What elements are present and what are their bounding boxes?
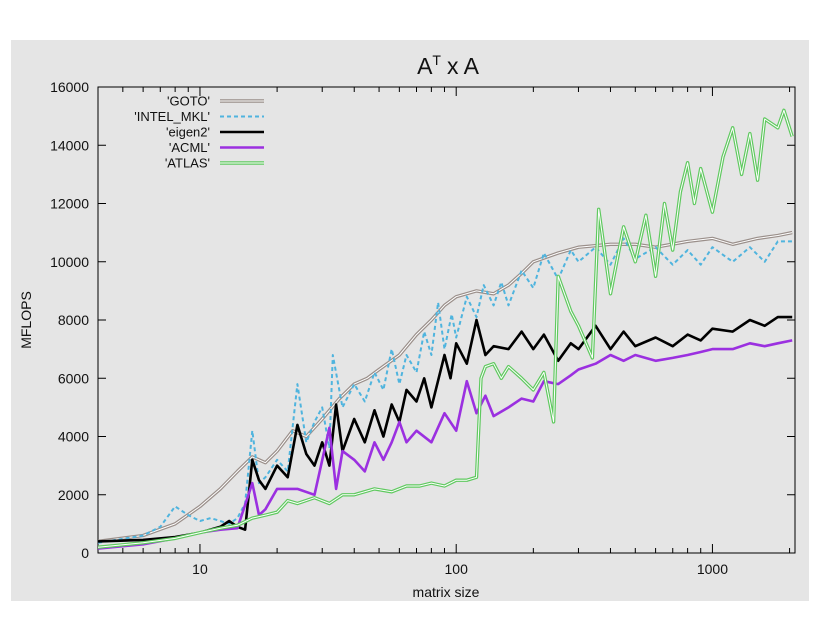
x-axis: 10 100 1000 [97,87,791,577]
legend-label: 'INTEL_MKL' [134,109,210,124]
legend-item-atlas: 'ATLAS' [165,156,264,171]
y-tick-label: 6000 [58,370,89,386]
x-axis-label: matrix size [413,584,480,600]
legend-item-intel-mkl: 'INTEL_MKL' [134,109,264,124]
x-tick-label: 1000 [697,561,728,577]
series-line-intel-mkl [98,237,793,544]
y-tick-label: 16000 [50,79,89,95]
series-acml [98,339,793,550]
legend: 'GOTO''INTEL_MKL''eigen2''ACML''ATLAS' [134,94,264,171]
series-line-acml [98,339,793,550]
chart-title: AT x A [417,52,480,79]
legend-label: 'ACML' [169,140,210,155]
y-axis-label: MFLOPS [18,291,34,349]
y-tick-label: 2000 [58,487,89,503]
legend-item-eigen2: 'eigen2' [166,125,264,140]
plot-card: AT x A 0 2000 4000 6000 8000 10000 12000 14000 16… [11,40,809,601]
series-atlas [98,108,794,549]
legend-item-goto: 'GOTO' [167,94,264,109]
series-eigen2 [98,315,793,543]
y-tick-label: 0 [81,545,89,561]
legend-label: 'GOTO' [167,94,210,109]
chart-title-superscript: T [432,52,441,68]
y-tick-label: 4000 [58,429,89,445]
chart-svg: AT x A 0 2000 4000 6000 8000 10000 12000 14000 16… [18,52,796,600]
series-line-atlas [98,108,794,549]
x-tick-label: 100 [445,561,469,577]
legend-label: 'eigen2' [166,125,210,140]
plot-frame [97,86,796,554]
chart-title-rest: x A [447,53,480,79]
y-axis: 0 2000 4000 6000 8000 10000 12000 14000 16000 [50,79,795,561]
y-tick-label: 14000 [50,137,89,153]
y-tick-label: 8000 [58,312,89,328]
legend-item-acml: 'ACML' [169,140,264,155]
series-intel-mkl [98,237,793,544]
series-line-inner-atlas [98,109,793,548]
legend-label: 'ATLAS' [165,156,210,171]
series-goto [98,230,793,544]
series-layer [98,108,794,550]
series-line-eigen2 [98,315,793,543]
chart-title-main: A [417,53,433,79]
x-tick-label: 10 [192,561,208,577]
series-line-goto [98,230,793,544]
series-line-inner-goto [98,232,793,542]
y-tick-label: 10000 [50,254,89,270]
y-tick-label: 12000 [50,196,89,212]
